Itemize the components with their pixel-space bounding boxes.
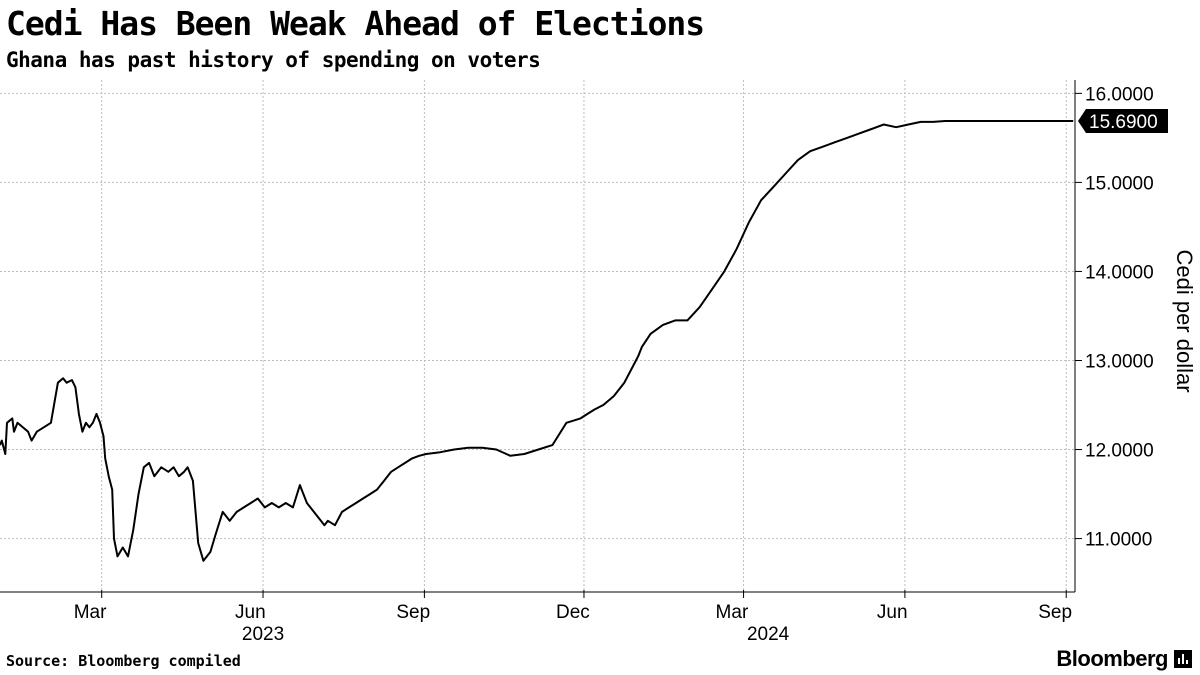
y-tick-label: 12.0000 [1085,441,1154,462]
x-tick-label: Mar [716,602,749,623]
x-tick-label: Mar [74,602,107,623]
y-tick-label: 15.0000 [1085,173,1154,194]
x-year-label: 2023 [242,624,284,645]
y-tick-label: 16.0000 [1085,84,1154,105]
x-tick-label: Jun [877,602,908,623]
brand-name: Bloomberg [1056,646,1168,671]
last-value-label: 15.6900 [1089,112,1158,133]
x-tick-label: Dec [556,602,590,623]
y-tick-label: 11.0000 [1085,530,1152,551]
x-tick-label: Sep [1038,602,1072,623]
y-axis-title: Cedi per dollar [1172,249,1197,392]
x-tick-label: Sep [396,602,430,623]
x-tick-label: Jun [235,602,266,623]
series-layer [0,120,1074,562]
bar-chart-icon [1174,650,1192,668]
x-year-label: 2024 [747,624,790,645]
series-line [0,120,1074,562]
chart-title: Cedi Has Been Weak Ahead of Elections [6,4,705,43]
last-value-callout: 15.6900 [1078,108,1168,133]
axis-layer [0,80,1082,598]
chart-subtitle: Ghana has past history of spending on vo… [6,48,541,72]
source-note: Source: Bloomberg compiled [6,652,241,670]
y-tick-label: 13.0000 [1085,351,1154,372]
label-layer: 11.0000 12.0000 13.0000 14.0000 15.0000 16.00… [74,84,1197,645]
y-tick-label: 14.0000 [1085,262,1154,283]
grid-layer [0,80,1075,592]
brand-logo: Bloomberg [1056,646,1192,672]
last-value-badge [1078,108,1168,133]
